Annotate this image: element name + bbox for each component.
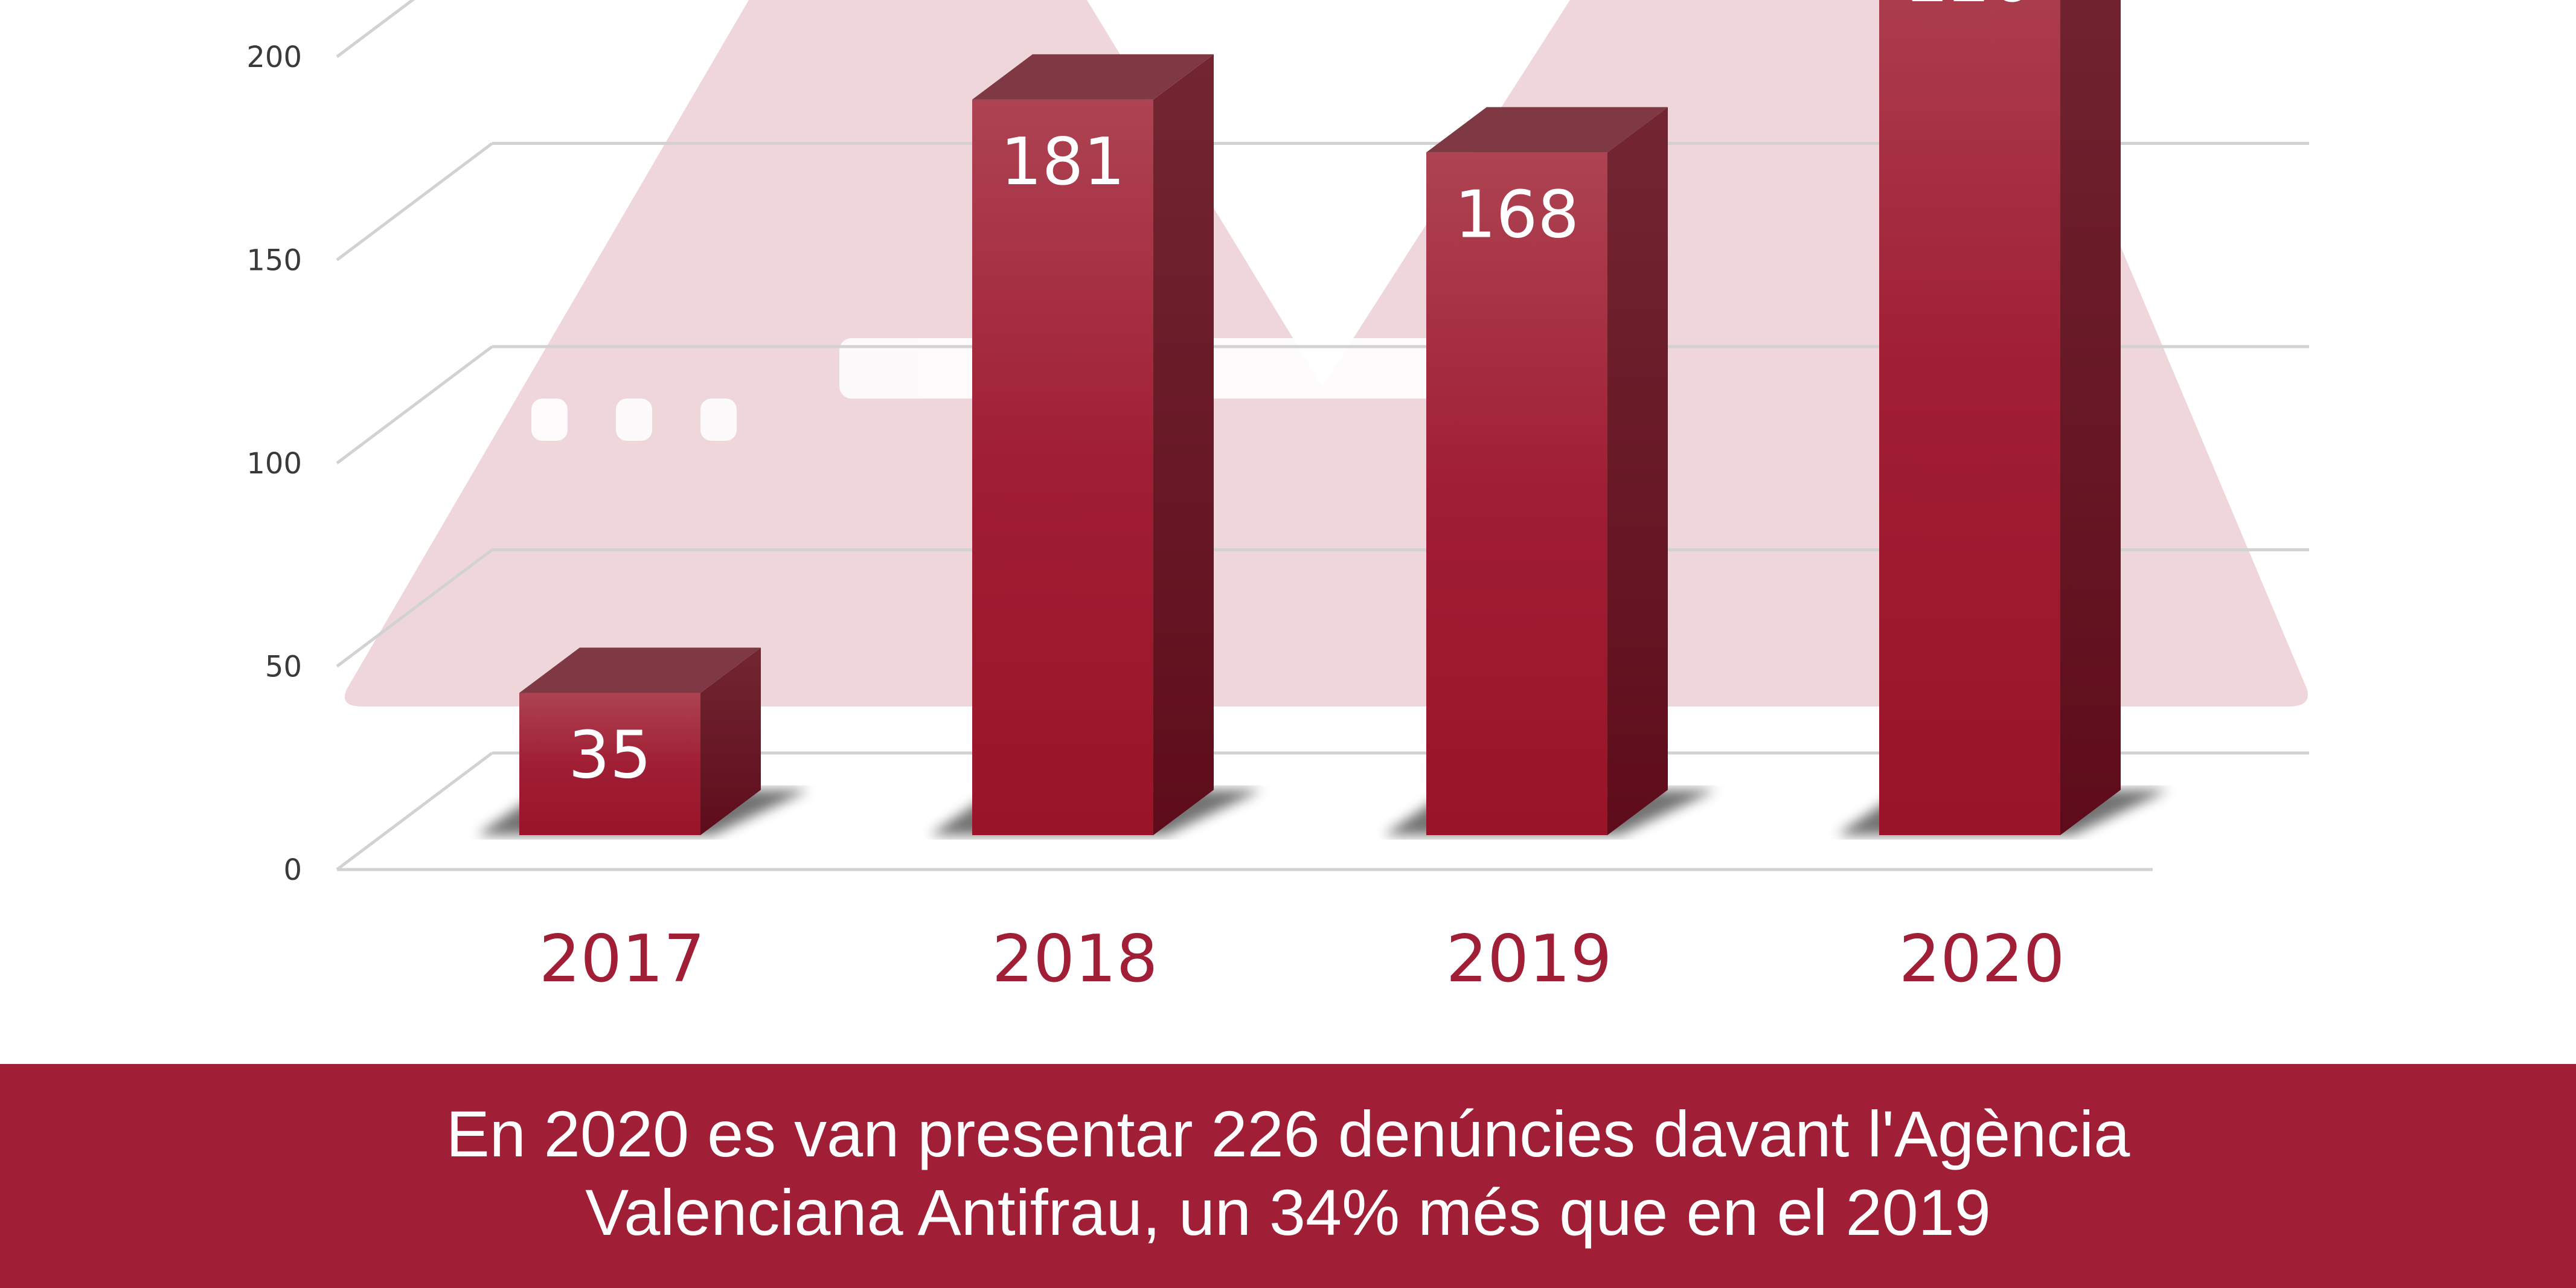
category-label-2018: 2018 <box>992 921 1158 997</box>
y-tick-label-0: 0 <box>283 853 302 887</box>
bar-2018: 181 <box>930 54 1262 836</box>
bar-2019: 168 <box>1384 107 1716 836</box>
bar-top-2018 <box>972 54 1214 100</box>
y-tick-label-50: 50 <box>265 650 302 684</box>
category-label-2017: 2017 <box>539 921 705 997</box>
value-label-2020: 226 <box>1908 0 2032 17</box>
y-axis: 0 50 100 150 200 <box>246 40 302 887</box>
bar-side-2020 <box>2060 0 2121 835</box>
caption-line-1: En 2020 es van presentar 226 denúncies d… <box>446 1097 2130 1170</box>
caption-line-2: Valenciana Antifrau, un 34% més que en e… <box>585 1175 1991 1249</box>
value-label-2018: 181 <box>1001 124 1125 200</box>
bar-2020: 226 <box>1837 0 2169 835</box>
bar-front-2017 <box>519 693 700 835</box>
value-label-2017: 35 <box>568 717 651 793</box>
bar-side-2017 <box>700 647 761 835</box>
caption-text: En 2020 es van presentar 226 denúncies d… <box>141 1095 2435 1252</box>
y-tick-label-150: 150 <box>246 244 302 278</box>
bars: 35 181 168 226 <box>477 0 2169 836</box>
y-tick-label-200: 200 <box>246 40 302 74</box>
bar-front-2019 <box>1426 152 1607 836</box>
bar-side-2019 <box>1607 107 1668 836</box>
bar-front-2018 <box>972 99 1153 835</box>
value-label-2019: 168 <box>1455 177 1579 252</box>
bar-top-2017 <box>519 647 761 693</box>
bar-chart: 0 50 100 150 200 35 181 168 226 2017 2018 2019 202… <box>246 0 2309 997</box>
x-axis: 2017 2018 2019 2020 <box>539 921 2065 997</box>
y-tick-label-100: 100 <box>246 447 302 481</box>
bar-side-2018 <box>1153 54 1214 836</box>
category-label-2019: 2019 <box>1446 921 1612 997</box>
bar-front-2020 <box>1879 0 2060 835</box>
category-label-2020: 2020 <box>1899 921 2065 997</box>
bar-top-2019 <box>1426 107 1668 153</box>
bar-2017: 35 <box>477 647 809 835</box>
caption-banner: En 2020 es van presentar 226 denúncies d… <box>0 1064 2576 1288</box>
gridline-200 <box>336 0 415 58</box>
